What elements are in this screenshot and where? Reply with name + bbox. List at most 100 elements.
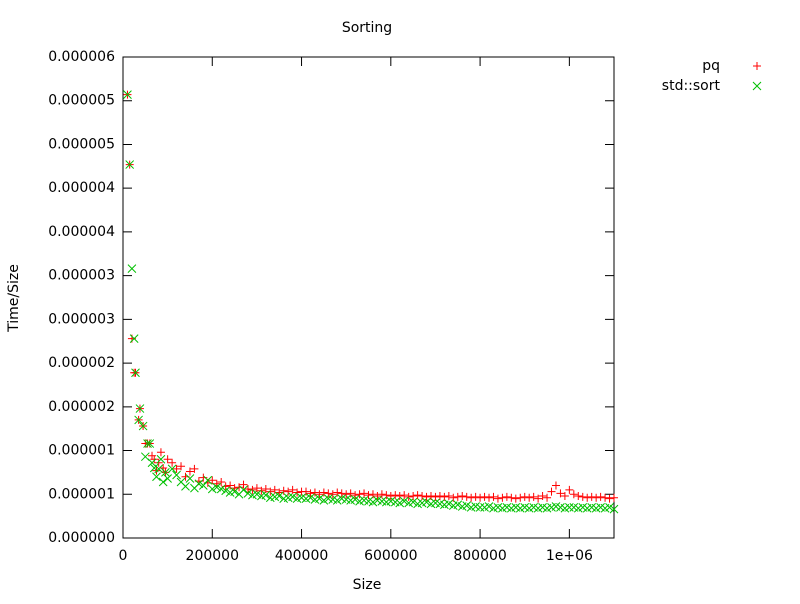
point	[609, 504, 619, 514]
point	[239, 485, 248, 495]
point	[350, 495, 360, 504]
point	[556, 489, 565, 498]
point	[324, 489, 333, 498]
point	[221, 486, 231, 496]
point	[351, 491, 360, 500]
point	[123, 90, 132, 99]
point	[248, 485, 257, 494]
point	[221, 482, 230, 491]
point	[134, 415, 143, 425]
point	[226, 481, 235, 490]
point	[328, 490, 337, 499]
point	[498, 493, 507, 502]
point	[377, 490, 386, 499]
point	[212, 479, 221, 488]
point	[346, 489, 355, 498]
point	[453, 500, 463, 510]
y-tick-label: 0.000003	[48, 268, 115, 284]
point	[467, 493, 476, 502]
point	[194, 479, 204, 489]
y-axis-label: Time/Size	[6, 264, 22, 333]
point	[306, 493, 315, 503]
point	[476, 493, 485, 502]
y-tick-label: 0.000001	[48, 486, 115, 502]
point	[235, 483, 244, 492]
y-tick-label: 0.000003	[48, 311, 115, 327]
y-tick-label: 0.000004	[48, 224, 115, 240]
point	[150, 455, 159, 464]
plot-frame	[122, 56, 615, 539]
point	[261, 485, 270, 494]
point	[534, 494, 543, 503]
point	[270, 485, 279, 494]
point	[502, 492, 511, 501]
point	[525, 493, 534, 502]
point	[154, 464, 164, 474]
point	[592, 493, 601, 502]
point	[516, 493, 525, 502]
point	[511, 494, 520, 503]
y-tick-label: 0.000002	[48, 399, 115, 415]
point	[207, 484, 217, 494]
point	[135, 404, 145, 413]
point	[203, 475, 213, 485]
point	[125, 160, 135, 169]
y-tick-label: 0.000000	[48, 530, 115, 546]
point	[355, 490, 364, 499]
point	[485, 493, 494, 502]
point	[243, 485, 252, 494]
point	[288, 485, 297, 494]
point	[382, 491, 391, 500]
point	[315, 490, 324, 499]
point	[610, 493, 618, 502]
point	[190, 464, 199, 473]
point	[252, 484, 261, 493]
point	[440, 492, 449, 501]
point	[605, 494, 614, 503]
point	[413, 491, 422, 500]
point	[161, 468, 170, 477]
point	[391, 491, 400, 500]
point	[565, 503, 574, 512]
point	[449, 493, 458, 502]
point	[551, 481, 560, 490]
point	[364, 491, 373, 500]
point	[156, 448, 165, 457]
point	[404, 492, 413, 501]
point	[471, 492, 480, 501]
y-tick-label: 0.000001	[48, 443, 115, 459]
point	[386, 492, 395, 501]
point	[212, 482, 222, 492]
point	[458, 492, 467, 501]
x-tick-label: 1e+06	[546, 548, 593, 564]
point	[185, 474, 195, 483]
point	[373, 492, 382, 501]
point	[368, 490, 377, 499]
x-tick-label: 400000	[275, 548, 328, 564]
point	[302, 487, 311, 496]
point	[163, 474, 172, 483]
point	[177, 462, 186, 471]
point	[605, 503, 614, 512]
point	[284, 487, 293, 496]
point	[475, 503, 485, 512]
point	[156, 454, 166, 464]
point	[431, 492, 440, 501]
point	[172, 464, 181, 473]
point	[601, 493, 610, 502]
point	[208, 476, 217, 485]
point	[489, 492, 498, 501]
point	[422, 492, 431, 501]
point	[167, 464, 177, 474]
point	[306, 489, 315, 498]
point	[181, 482, 190, 491]
point	[400, 491, 409, 500]
point	[399, 496, 409, 506]
point	[243, 489, 253, 498]
point	[484, 502, 494, 511]
point	[288, 492, 297, 502]
point	[529, 492, 538, 501]
point	[444, 499, 454, 509]
x-tick-label: 200000	[186, 548, 239, 564]
point	[444, 492, 453, 501]
